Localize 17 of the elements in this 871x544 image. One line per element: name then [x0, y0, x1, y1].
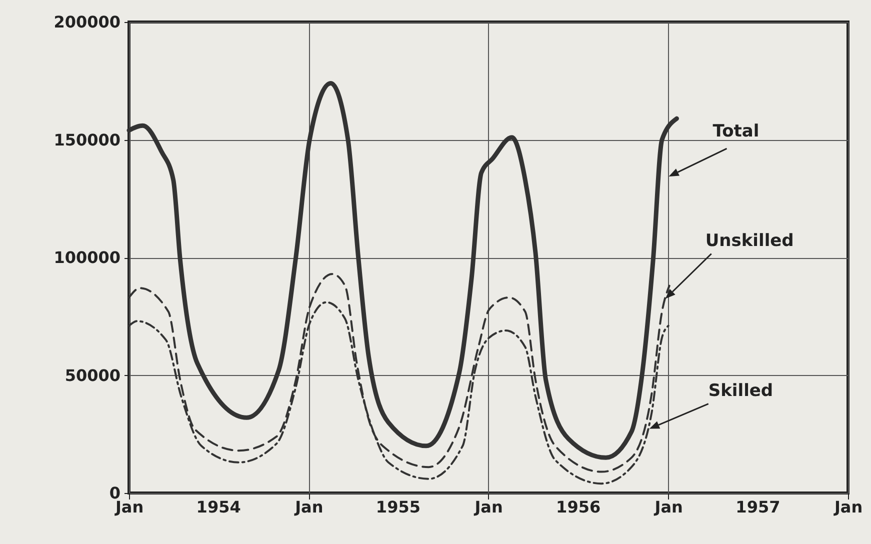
text: Unskilled [705, 230, 794, 251]
x-tick-label: Jan [294, 498, 324, 516]
x-tick-label: Jan [474, 498, 503, 516]
x-tick-label: Jan [833, 498, 863, 516]
x-tick-label: 1957 [736, 498, 780, 516]
x-tick-label: 1954 [196, 498, 241, 516]
text: Total [712, 122, 760, 142]
x-tick-label: 1955 [376, 498, 420, 516]
line-series [126, 80, 679, 460]
x-tick-label: 1956 [556, 498, 601, 516]
y-tick-label: 150000 [54, 130, 120, 150]
y-tick-label: 200000 [54, 12, 120, 32]
x-tick-label: Jan [654, 498, 683, 516]
y-tick-label: 100000 [54, 248, 120, 267]
y-tick-label: 50000 [64, 366, 120, 385]
x-tick-label: Jan [114, 498, 144, 516]
text: Skilled [708, 380, 774, 401]
